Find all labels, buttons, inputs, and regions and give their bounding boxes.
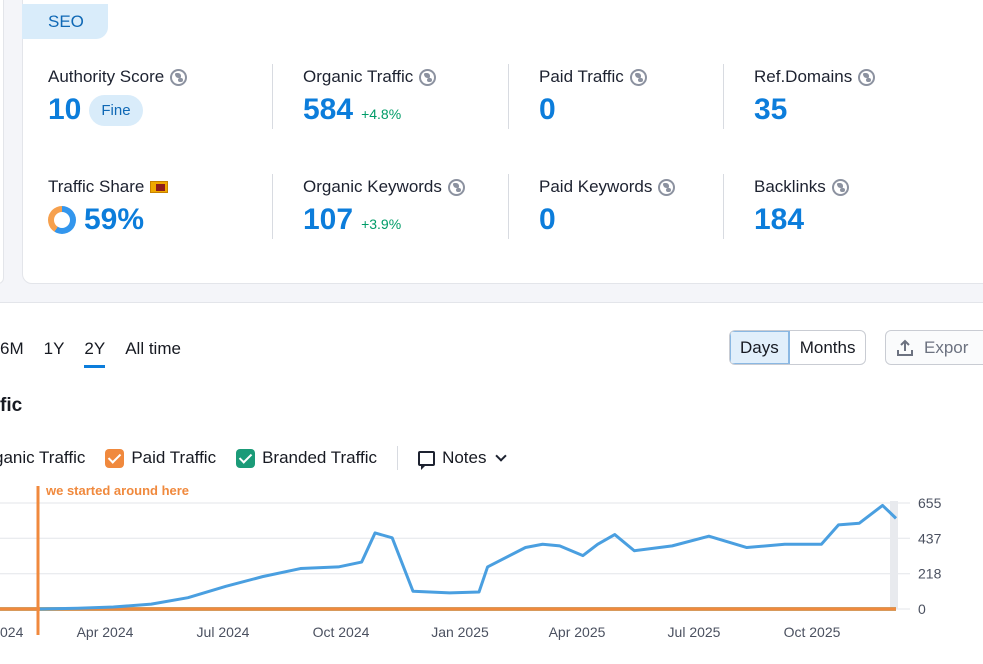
ref-domains-metric: Ref.Domains 35 xyxy=(754,67,876,127)
divider xyxy=(508,64,509,129)
paid-traffic-label: Paid Traffic xyxy=(539,67,624,86)
x-tick-label: Oct 2024 xyxy=(313,624,370,640)
chart-series xyxy=(0,503,898,611)
organic-keywords-metric: Organic Keywords 107 +3.9% xyxy=(303,177,465,237)
organic-keywords-value[interactable]: 107 xyxy=(303,203,354,236)
notes-label: Notes xyxy=(442,448,487,467)
period-all-time[interactable]: All time xyxy=(125,339,181,358)
chevron-down-icon xyxy=(495,450,508,462)
x-axis-labels: 024 Apr 2024 Jul 2024 Oct 2024 Jan 2025 Apr 2… xyxy=(0,624,841,640)
backlinks-value[interactable]: 184 xyxy=(754,203,805,236)
y-tick-label: 655 xyxy=(918,495,942,511)
divider xyxy=(723,64,724,129)
x-tick-label: 024 xyxy=(0,624,24,640)
branded-checkbox-icon[interactable] xyxy=(236,448,256,468)
organic-keywords-label: Organic Keywords xyxy=(303,177,442,196)
y-axis-labels: 0 218 437 655 xyxy=(918,495,942,617)
globe-icon[interactable] xyxy=(629,68,647,86)
months-button[interactable]: Months xyxy=(799,338,856,357)
globe-icon[interactable] xyxy=(858,68,876,86)
backlinks-metric: Backlinks 184 xyxy=(754,177,849,237)
days-button[interactable]: Days xyxy=(730,331,790,364)
legend-branded-label: Branded Traffic xyxy=(262,448,378,467)
ref-domains-value[interactable]: 35 xyxy=(754,93,788,126)
traffic-share-label: Traffic Share xyxy=(48,177,145,196)
x-tick-label: Apr 2025 xyxy=(549,624,606,640)
comment-icon xyxy=(418,450,436,470)
paid-checkbox-icon[interactable] xyxy=(105,448,125,468)
organic-traffic-delta: +4.8% xyxy=(361,106,402,122)
period-6m[interactable]: 6M xyxy=(0,339,24,358)
traffic-chart-section: 6M 1Y 2Y All time Days Months Expor fic … xyxy=(0,302,983,664)
sri-lanka-flag-icon xyxy=(150,181,169,193)
upload-icon xyxy=(897,339,913,356)
annotation-label: we started around here xyxy=(45,483,189,498)
y-tick-label: 0 xyxy=(918,601,926,617)
paid-traffic-value[interactable]: 0 xyxy=(539,93,556,126)
paid-keywords-metric: Paid Keywords 0 xyxy=(539,177,676,237)
traffic-line-chart: 0 218 437 655 024 Apr 2024 Jul 2024 Oct 2024 Ja… xyxy=(0,483,942,640)
globe-icon[interactable] xyxy=(419,68,437,86)
legend-paid[interactable]: Paid Traffic xyxy=(105,448,216,468)
chart-title: fic xyxy=(0,395,23,416)
authority-badge: Fine xyxy=(89,94,143,126)
x-tick-label: Apr 2024 xyxy=(77,624,134,640)
divider xyxy=(508,174,509,239)
organic-keywords-delta: +3.9% xyxy=(361,216,402,232)
series-line-organic-traffic[interactable] xyxy=(39,503,898,611)
legend-branded[interactable]: Branded Traffic xyxy=(236,448,377,468)
backlinks-label: Backlinks xyxy=(754,177,826,196)
traffic-share-value[interactable]: 59% xyxy=(84,203,145,236)
period-selector: 6M 1Y 2Y All time xyxy=(0,339,181,368)
paid-keywords-label: Paid Keywords xyxy=(539,177,653,196)
left-panel-edge xyxy=(0,0,4,284)
globe-icon[interactable] xyxy=(447,178,465,196)
authority-score-label: Authority Score xyxy=(48,67,165,86)
x-tick-label: Jul 2025 xyxy=(668,624,721,640)
seo-tab-label: SEO xyxy=(48,11,84,31)
y-tick-label: 218 xyxy=(918,566,942,582)
globe-icon[interactable] xyxy=(170,68,188,86)
legend-divider xyxy=(397,446,399,470)
authority-score-metric: Authority Score 10 Fine xyxy=(48,67,188,127)
traffic-share-donut-icon xyxy=(48,206,76,234)
notes-dropdown[interactable]: Notes xyxy=(418,448,508,470)
chart-legend: ganic Traffic Paid Traffic Branded Traff… xyxy=(0,446,525,470)
divider xyxy=(723,174,724,239)
export-label: Expor xyxy=(924,337,969,357)
paid-traffic-metric: Paid Traffic 0 xyxy=(539,67,647,127)
divider xyxy=(272,174,273,239)
period-2y[interactable]: 2Y xyxy=(84,339,106,368)
x-tick-label: Oct 2025 xyxy=(784,624,841,640)
legend-organic-label: ganic Traffic xyxy=(0,448,86,467)
authority-score-value[interactable]: 10 xyxy=(48,93,82,126)
x-tick-label: Jan 2025 xyxy=(431,624,489,640)
period-1y[interactable]: 1Y xyxy=(43,339,65,358)
traffic-share-metric: Traffic Share 59% xyxy=(48,177,169,237)
organic-traffic-value[interactable]: 584 xyxy=(303,93,354,126)
globe-icon[interactable] xyxy=(658,178,676,196)
legend-organic[interactable]: ganic Traffic xyxy=(0,448,85,468)
ref-domains-label: Ref.Domains xyxy=(754,67,853,86)
organic-traffic-metric: Organic Traffic 584 +4.8% xyxy=(303,67,437,127)
seo-overview-card xyxy=(22,0,983,284)
organic-traffic-label: Organic Traffic xyxy=(303,67,414,86)
granularity-toggle: Days Months xyxy=(729,330,867,365)
divider xyxy=(272,64,273,129)
chart-scroll-handle[interactable] xyxy=(890,501,898,609)
paid-keywords-value[interactable]: 0 xyxy=(539,203,556,236)
globe-icon[interactable] xyxy=(831,178,849,196)
seo-tab[interactable]: SEO xyxy=(22,4,108,39)
x-tick-label: Jul 2024 xyxy=(197,624,250,640)
legend-paid-label: Paid Traffic xyxy=(131,448,217,467)
export-button[interactable]: Expor xyxy=(885,330,983,365)
y-tick-label: 437 xyxy=(918,530,942,546)
